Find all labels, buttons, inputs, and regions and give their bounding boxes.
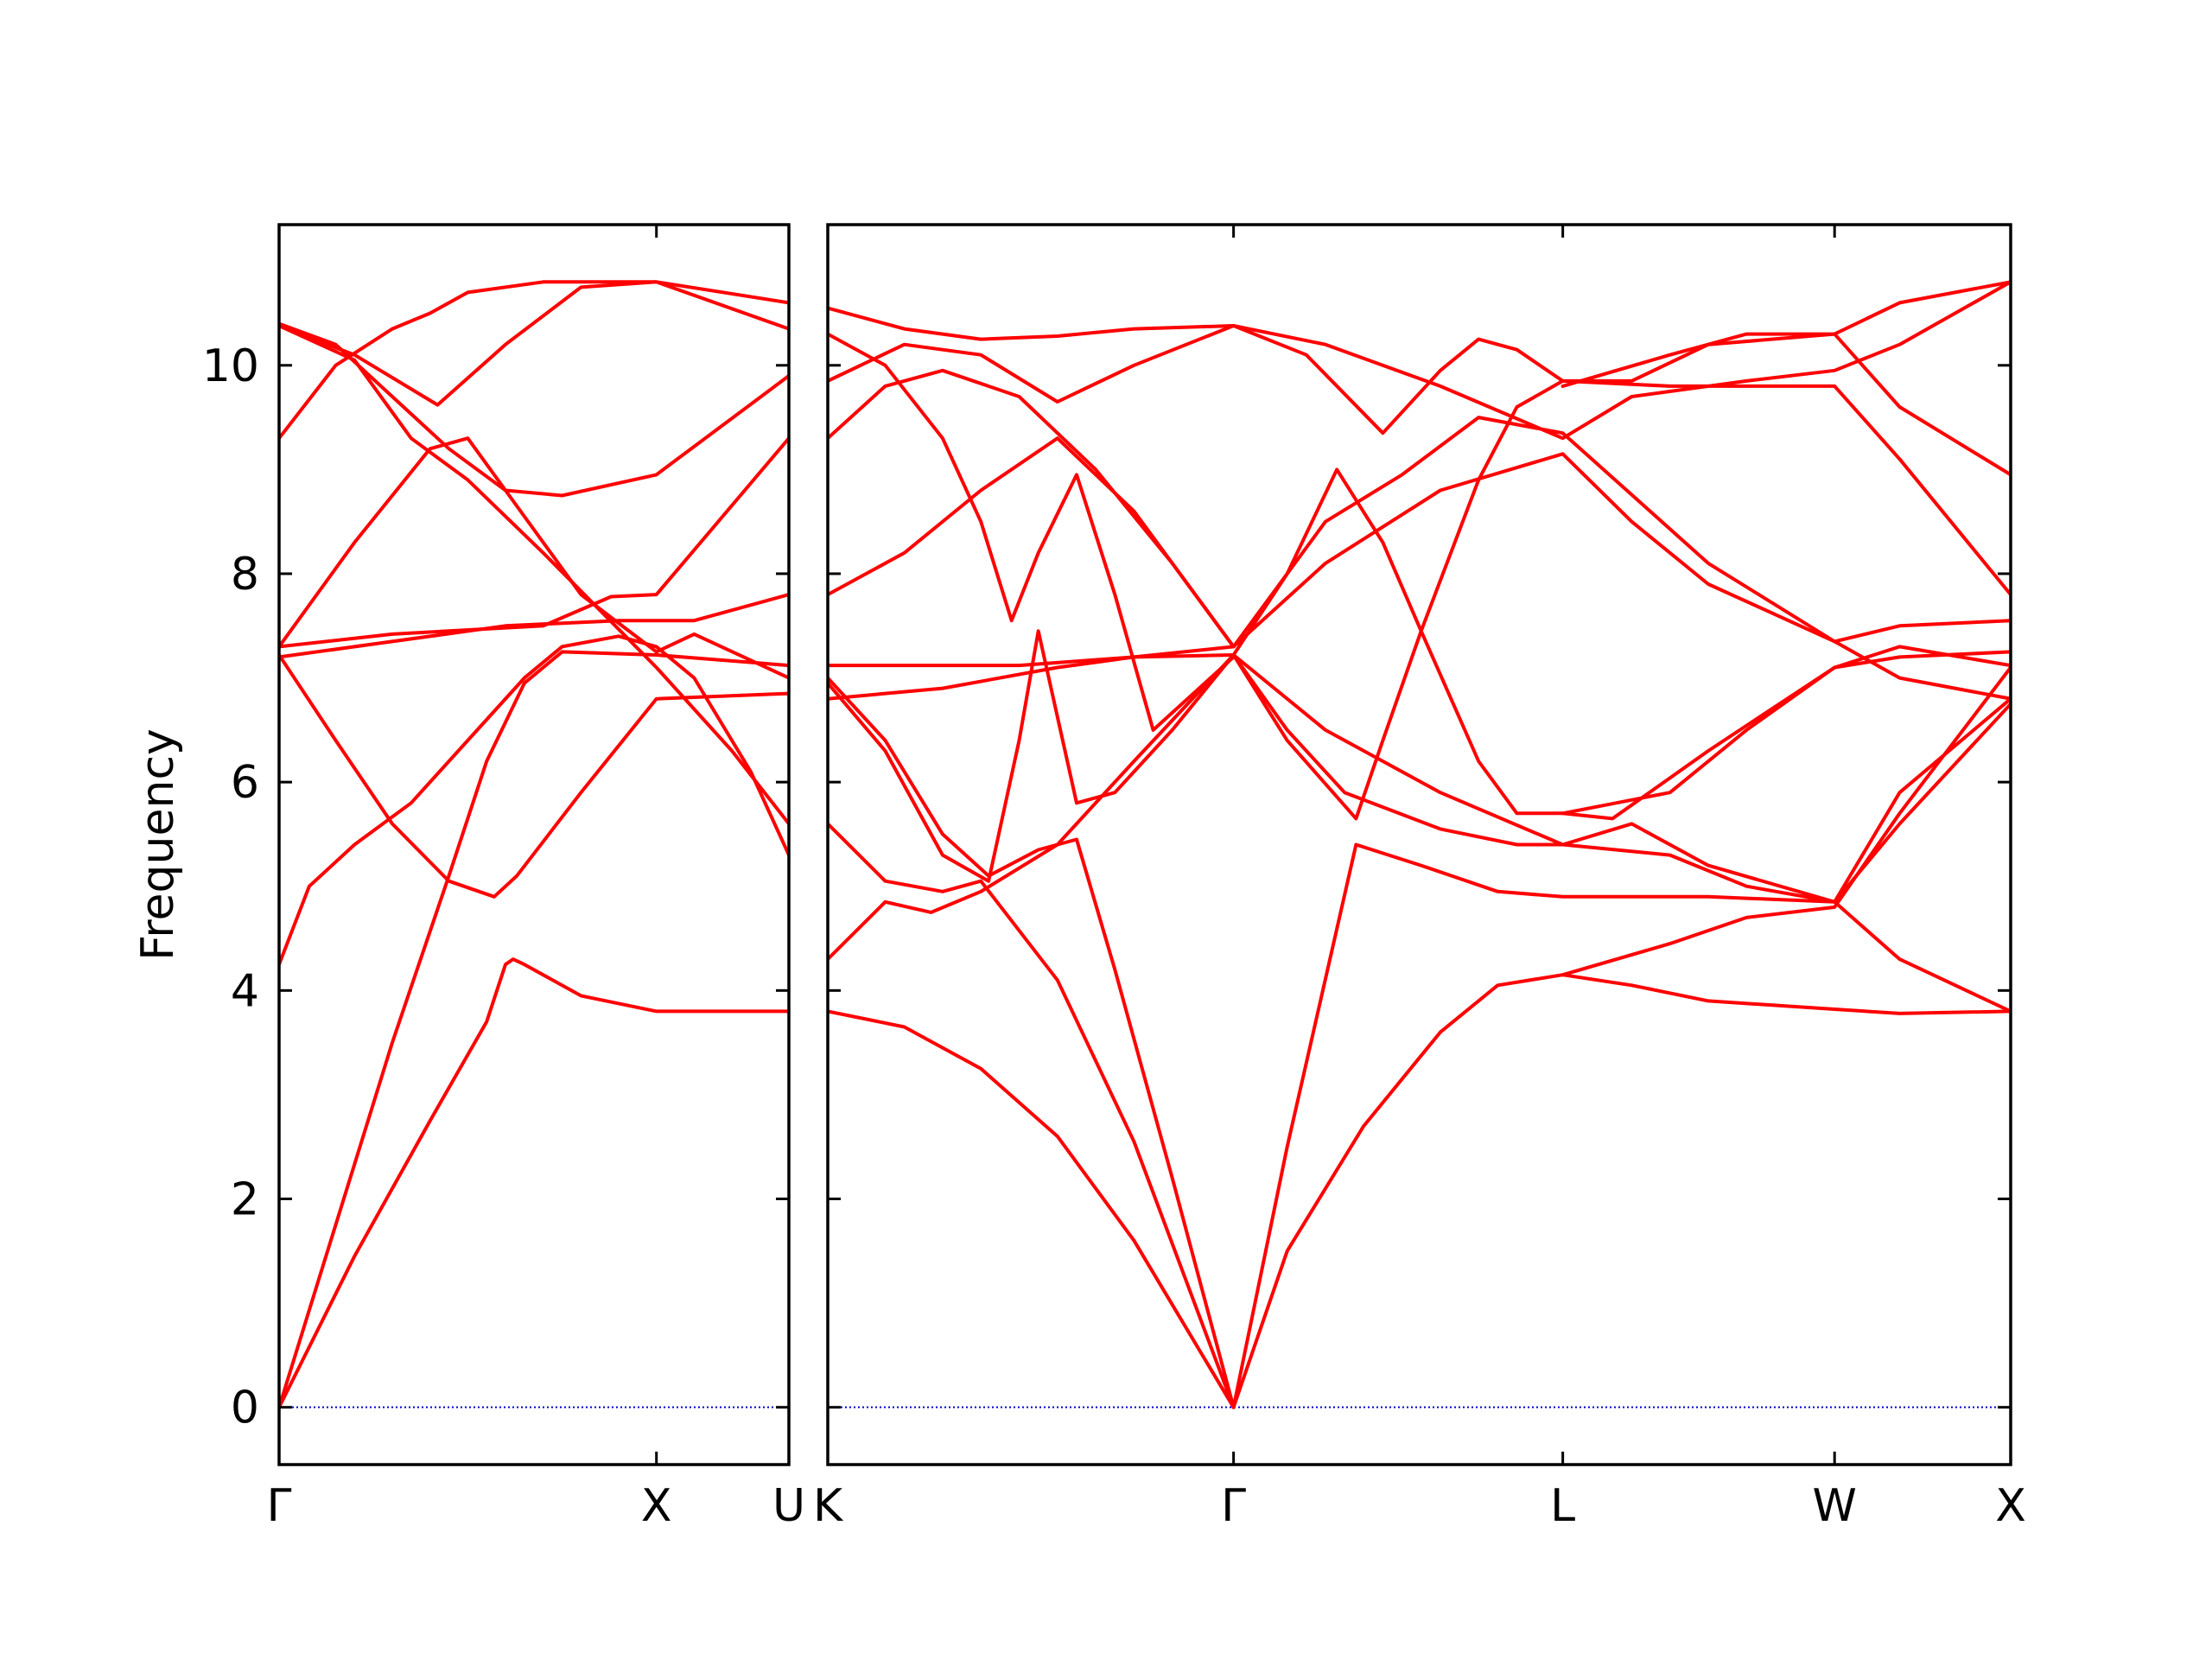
phonon-band-1-5 (828, 653, 1236, 668)
phonon-band-1-15 (1231, 629, 2011, 821)
x-tick-label: Γ (1221, 1480, 1246, 1532)
phonon-band-0-2 (279, 653, 789, 899)
y-axis-title: Frequency (132, 728, 184, 961)
phonon-band-0-7 (279, 324, 789, 826)
y-tick-label: 4 (231, 965, 259, 1017)
x-tick-label: X (641, 1480, 672, 1532)
x-tick-label: K (813, 1480, 844, 1532)
phonon-band-1-12 (1231, 973, 2011, 1409)
phonon-band-1-18 (1231, 324, 2011, 597)
x-tick-label: X (1995, 1480, 2026, 1532)
x-tick-label: L (1550, 1480, 1575, 1532)
phonon-band-0-4 (279, 436, 789, 649)
phonon-band-1-19 (1231, 280, 2011, 441)
phonon-band-1-0 (828, 1009, 1236, 1409)
phonon-band-1-24 (1560, 645, 2011, 816)
phonon-band-1-3 (828, 676, 1236, 1409)
y-tick-label: 2 (231, 1174, 259, 1226)
phonon-band-1-17 (1231, 452, 2011, 649)
phonon-band-1-2 (828, 822, 1236, 1409)
phonon-band-0-3 (279, 593, 789, 659)
y-tick-label: 6 (231, 757, 259, 809)
phonon-band-0-10 (279, 280, 789, 441)
phonon-band-1-6 (828, 436, 1236, 649)
phonon-band-0-0 (279, 957, 789, 1409)
phonon-band-1-4 (828, 645, 1236, 701)
x-tick-label: Γ (267, 1480, 292, 1532)
panel-frame (277, 223, 791, 1466)
phonon-band-0-6 (279, 321, 789, 498)
phonon-band-1-9 (828, 332, 1236, 732)
phonon-band-0-5 (279, 436, 789, 680)
x-tick-label: U (772, 1480, 805, 1532)
y-tick-label: 8 (231, 549, 259, 601)
phonon-band-1-20 (1231, 653, 2011, 904)
phonon-band-1-21 (1231, 416, 2011, 701)
phonon-band-1-7 (828, 368, 1236, 649)
phonon-band-1-10 (828, 629, 1236, 883)
phonon-band-1-1 (828, 653, 1236, 962)
phonon-band-1-13 (1231, 842, 2011, 1409)
phonon-band-1-16 (1231, 280, 2011, 657)
y-axis-ticks: 0 2 4 6 8 10 (202, 340, 259, 1434)
phonon-band-1-11 (828, 306, 1236, 341)
phonon-band-0-9 (279, 634, 789, 967)
phonon-band-1-8 (828, 324, 1236, 404)
phonon-band-1-23 (1560, 332, 2011, 477)
x-tick-label: W (1812, 1480, 1856, 1532)
y-tick-label: 0 (231, 1382, 259, 1434)
panel-frame (826, 223, 2012, 1466)
phonon-band-1-22 (1560, 665, 2011, 977)
y-tick-label: 10 (202, 340, 259, 392)
phonon-band-0-1 (279, 650, 789, 1409)
